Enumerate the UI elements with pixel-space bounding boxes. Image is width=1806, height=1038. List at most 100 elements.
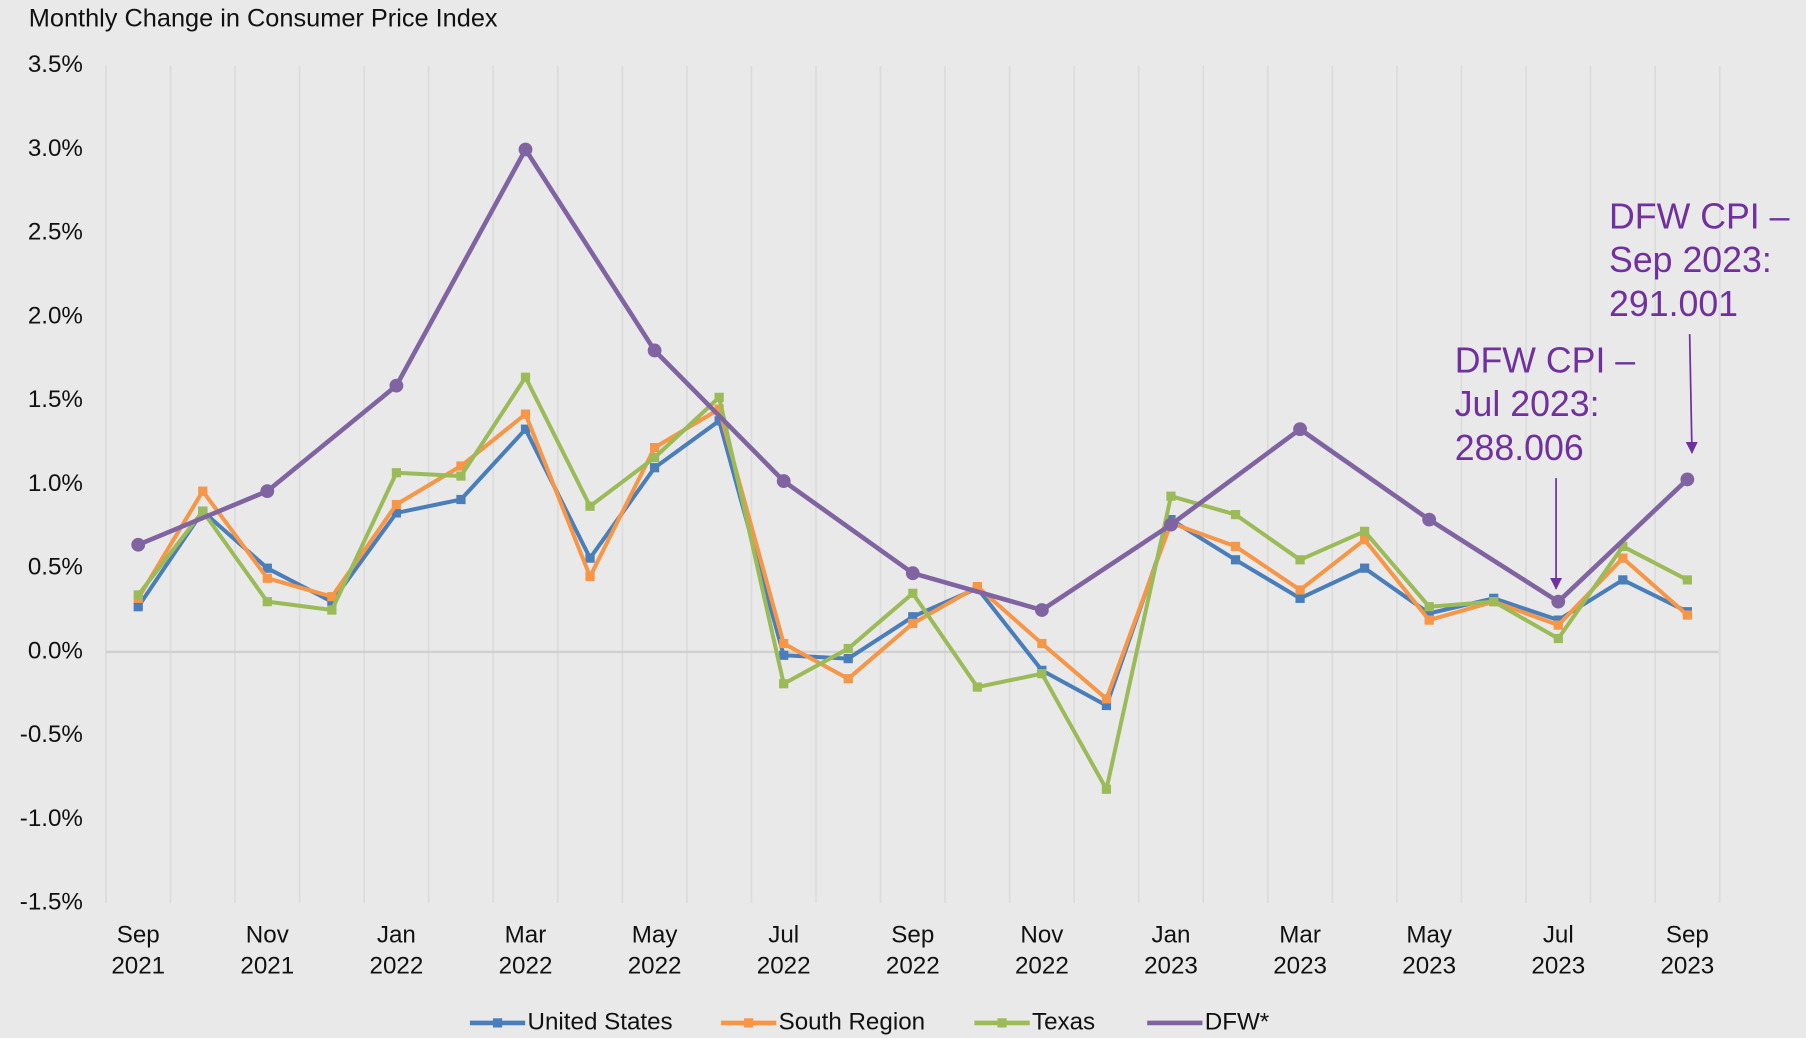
point	[908, 618, 918, 629]
x-tick-label: May 2023	[1402, 922, 1456, 980]
point	[133, 590, 143, 600]
x-tick-label: Jan 2022	[370, 922, 424, 980]
point	[1230, 509, 1241, 520]
annotation: 291.001	[1609, 284, 1738, 324]
x-tick-label: Sep 2022	[886, 922, 940, 980]
point	[520, 372, 531, 382]
legend-marker	[997, 1018, 1007, 1028]
point	[779, 650, 789, 660]
point	[779, 638, 789, 649]
point	[972, 581, 982, 592]
point	[260, 484, 275, 499]
point	[518, 142, 533, 157]
point	[843, 654, 853, 664]
point	[456, 461, 466, 471]
point	[714, 392, 724, 402]
point	[131, 537, 146, 552]
point	[1101, 694, 1112, 704]
point	[1166, 491, 1176, 501]
point	[198, 486, 208, 496]
y-tick-label: 2.0%	[28, 302, 83, 329]
legend-label: Texas	[1032, 1008, 1095, 1035]
point	[327, 605, 337, 615]
point	[585, 501, 595, 511]
x-tick-label: Jul 2022	[757, 922, 811, 980]
point	[843, 643, 853, 654]
point	[1424, 608, 1434, 619]
point	[714, 404, 724, 414]
y-tick-label: 2.5%	[28, 219, 83, 246]
point	[714, 416, 724, 426]
x-tick-label: Sep 2023	[1660, 922, 1714, 980]
point	[1295, 555, 1305, 565]
legend-marker	[744, 1018, 754, 1028]
y-tick-label: -1.0%	[20, 805, 83, 832]
x-tick-label: Jul 2023	[1531, 922, 1585, 980]
point	[1553, 615, 1563, 625]
point	[389, 378, 404, 393]
point	[1293, 422, 1307, 437]
y-tick-label: 1.0%	[28, 470, 83, 497]
point	[456, 471, 466, 481]
point	[776, 474, 791, 489]
point	[908, 588, 918, 598]
point	[1295, 593, 1305, 603]
point	[391, 499, 402, 510]
point	[1422, 512, 1437, 527]
x-tick-label: Jan 2023	[1144, 922, 1198, 980]
point	[520, 424, 531, 434]
annotation: 288.006	[1455, 428, 1584, 468]
legend-label: South Region	[779, 1008, 925, 1035]
point	[1101, 784, 1112, 794]
point	[908, 612, 918, 622]
point	[1230, 541, 1241, 552]
x-tick-label: Nov 2021	[240, 922, 294, 980]
point	[1618, 553, 1628, 563]
point	[1360, 526, 1370, 536]
point	[649, 463, 660, 473]
point	[905, 566, 920, 581]
point	[1424, 602, 1434, 612]
point	[1034, 603, 1049, 617]
y-tick-label: 0.5%	[28, 554, 83, 581]
point	[456, 494, 466, 505]
y-tick-label: 3.0%	[28, 135, 83, 162]
point	[262, 597, 272, 607]
y-tick-label: 3.5%	[28, 51, 83, 78]
point	[520, 409, 531, 419]
point	[1618, 575, 1628, 585]
x-tick-label: Nov 2022	[1015, 922, 1069, 980]
point	[1682, 575, 1692, 585]
point	[649, 453, 660, 463]
point	[198, 506, 208, 516]
point	[1553, 633, 1563, 644]
point	[1164, 517, 1178, 532]
point	[327, 597, 337, 607]
chart-title: Monthly Change in Consumer Price Index	[29, 4, 498, 32]
x-tick-label: May 2022	[628, 922, 682, 980]
annotation: DFW CPI –	[1455, 340, 1636, 380]
point	[262, 573, 272, 583]
point	[262, 563, 272, 573]
y-tick-label: -0.5%	[20, 721, 83, 748]
legend-label: DFW*	[1205, 1008, 1270, 1035]
point	[1618, 541, 1628, 552]
point	[647, 343, 662, 358]
point	[779, 679, 789, 689]
point	[585, 571, 595, 582]
point	[1680, 472, 1695, 487]
point	[1489, 597, 1499, 607]
annotation-arrow	[1685, 334, 1698, 454]
x-tick-label: Sep 2021	[111, 922, 165, 980]
point	[972, 682, 982, 692]
y-tick-label: 1.5%	[28, 386, 83, 413]
point	[327, 592, 337, 602]
y-tick-label: -1.5%	[20, 889, 83, 916]
point	[1230, 555, 1241, 565]
x-tick-label: Mar 2023	[1273, 922, 1327, 980]
point	[133, 602, 143, 612]
point	[1037, 669, 1047, 679]
annotation: Sep 2023:	[1609, 240, 1772, 280]
